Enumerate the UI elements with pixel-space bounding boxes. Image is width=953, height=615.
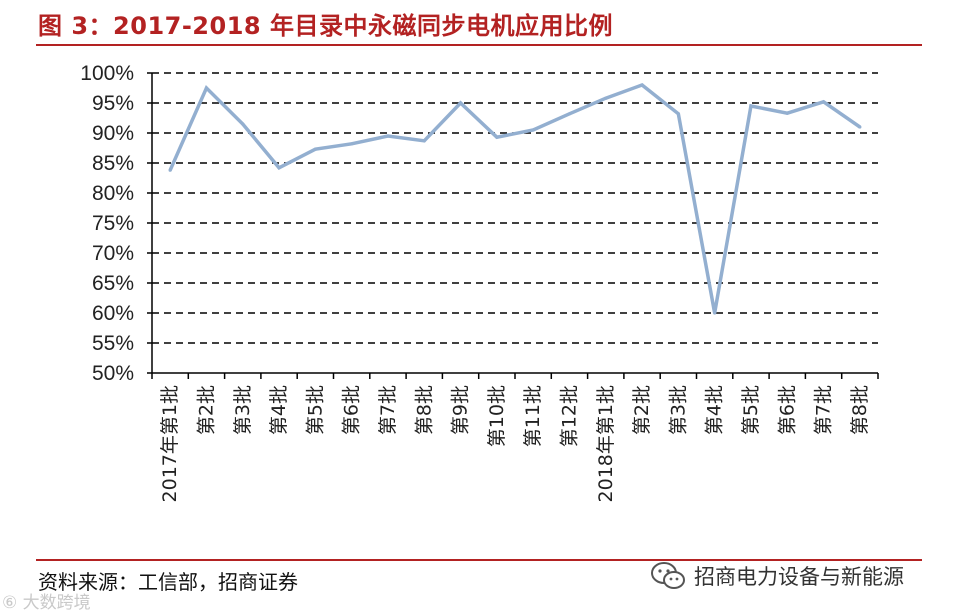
x-tick-label: 第3批 [667, 385, 689, 435]
data-point [313, 147, 317, 151]
data-point [277, 166, 281, 170]
data-point [785, 111, 789, 115]
y-tick-label: 100% [80, 62, 134, 85]
x-tick-label: 第11批 [522, 385, 544, 447]
data-point [676, 112, 680, 116]
wechat-icon [651, 562, 685, 589]
x-tick-label: 第7批 [813, 385, 835, 435]
y-tick-label: 50% [92, 362, 134, 385]
title-divider [36, 44, 922, 46]
y-tick-label: 65% [92, 272, 134, 295]
watermark-text: 招商电力设备与新能源 [694, 565, 904, 589]
y-tick-label: 70% [92, 242, 134, 265]
data-point [241, 122, 245, 126]
y-tick-label: 95% [92, 92, 134, 115]
x-tick-label: 第6批 [776, 385, 798, 435]
data-point [531, 128, 535, 132]
x-tick-label: 2018年第1批 [595, 385, 617, 502]
x-tick-label: 第8批 [413, 385, 435, 435]
series-layer [168, 83, 862, 315]
x-tick-label: 第5批 [304, 385, 326, 435]
data-point [422, 139, 426, 143]
x-tick-label: 第8批 [849, 385, 871, 435]
x-tick-label: 第4批 [704, 385, 726, 435]
data-point [749, 104, 753, 108]
data-point [386, 134, 390, 138]
y-tick-label: 85% [92, 152, 134, 175]
y-tick-labels: 100% 95% 90% 85% 80% 75% 70% 65% 60% 55% 50% [80, 62, 134, 385]
x-tick-label: 第10批 [486, 385, 508, 447]
series-line [168, 83, 861, 314]
data-point [168, 168, 172, 172]
y-tick-label: 90% [92, 122, 134, 145]
data-point [495, 135, 499, 139]
axes [147, 72, 879, 379]
data-point [604, 96, 608, 100]
x-tick-label: 第2批 [195, 385, 217, 435]
line-chart: 100% 95% 90% 85% 80% 75% 70% 65% 60% 55% 50% 2017年… [80, 62, 879, 502]
x-tick-label: 第9批 [450, 385, 472, 435]
x-tick-label: 第5批 [740, 385, 762, 435]
x-tick-label: 第3批 [232, 385, 254, 435]
x-tick-label: 第6批 [341, 385, 363, 435]
data-point [640, 83, 644, 87]
data-point [350, 142, 354, 146]
wechat-watermark: 招商电力设备与新能源 [650, 561, 904, 591]
x-tick-label: 2017年第1批 [159, 385, 181, 502]
data-point [567, 112, 572, 116]
data-point [204, 86, 209, 90]
x-tick-label: 第7批 [377, 385, 399, 435]
data-point [713, 311, 717, 315]
corner-watermark: ⑥ 大数跨境 [2, 593, 91, 613]
footer-divider [36, 559, 922, 561]
source-note: 资料来源：工信部，招商证券 [38, 570, 298, 594]
x-tick-label: 第12批 [558, 385, 580, 447]
y-tick-label: 55% [92, 332, 134, 355]
chart-title: 图 3：2017-2018 年目录中永磁同步电机应用比例 [38, 12, 613, 40]
x-tick-label: 第4批 [268, 385, 290, 435]
y-tick-label: 80% [92, 182, 134, 205]
data-point [821, 100, 826, 104]
y-tick-label: 60% [92, 302, 134, 325]
gridlines [152, 72, 878, 344]
x-tick-label: 第2批 [631, 385, 653, 435]
x-tick-labels: 2017年第1批 第2批 第3批 第4批 第5批 第6批 第7批 第8批 第9批 第10批 第11批… [159, 385, 871, 502]
y-tick-label: 75% [92, 212, 134, 235]
data-point [858, 125, 862, 129]
data-point [458, 101, 463, 105]
